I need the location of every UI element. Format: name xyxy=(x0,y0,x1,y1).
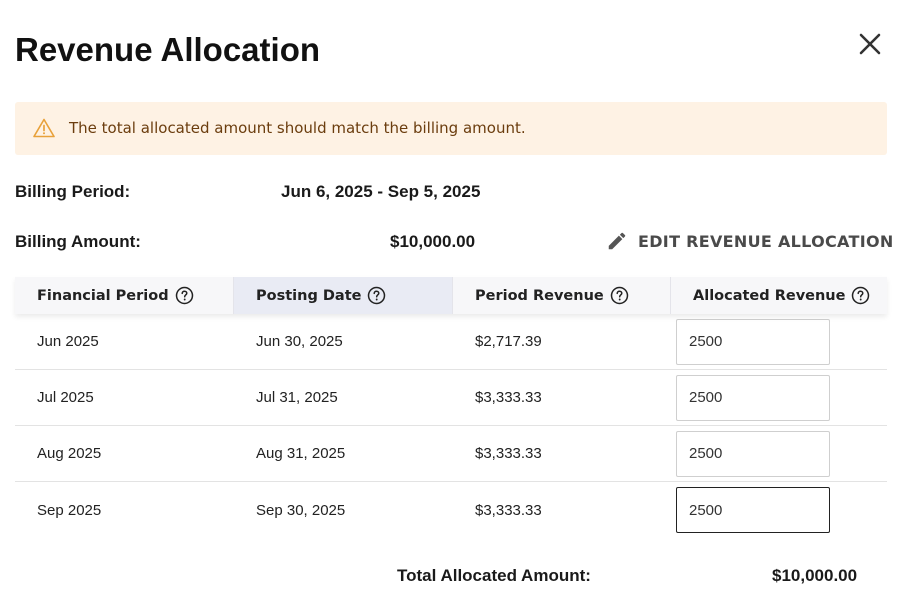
table-row: Aug 2025 Aug 31, 2025 $3,333.33 xyxy=(15,426,887,482)
column-header-financial-period[interactable]: Financial Period xyxy=(15,277,234,314)
column-header-label: Financial Period xyxy=(37,287,169,304)
help-icon[interactable] xyxy=(851,286,870,305)
posting-date-cell: Jul 31, 2025 xyxy=(256,389,338,406)
edit-revenue-allocation-button[interactable]: EDIT REVENUE ALLOCATION xyxy=(606,228,894,254)
posting-date-cell: Jun 30, 2025 xyxy=(256,333,343,350)
column-header-allocated-revenue[interactable]: Allocated Revenue xyxy=(671,277,887,314)
billing-amount-label: Billing Amount: xyxy=(15,232,141,251)
billing-period-value: Jun 6, 2025 - Sep 5, 2025 xyxy=(281,182,481,201)
warning-icon xyxy=(33,118,55,138)
column-header-label: Period Revenue xyxy=(475,287,604,304)
edit-button-label: EDIT REVENUE ALLOCATION xyxy=(638,231,894,251)
billing-amount-value: $10,000.00 xyxy=(390,232,476,251)
close-button[interactable] xyxy=(856,30,884,58)
table-row: Jun 2025 Jun 30, 2025 $2,717.39 xyxy=(15,314,887,370)
period-revenue-cell: $3,333.33 xyxy=(475,389,542,406)
allocated-revenue-input[interactable] xyxy=(676,318,830,365)
allocated-revenue-cell xyxy=(671,374,887,421)
allocated-revenue-input[interactable] xyxy=(676,374,830,421)
pencil-icon xyxy=(608,232,626,250)
allocated-revenue-cell xyxy=(671,318,887,365)
allocated-revenue-input[interactable] xyxy=(676,487,830,533)
help-icon[interactable] xyxy=(367,286,386,305)
posting-date-cell: Aug 31, 2025 xyxy=(256,445,346,462)
warning-alert: The total allocated amount should match … xyxy=(15,102,887,155)
column-header-label: Allocated Revenue xyxy=(693,287,846,304)
table-row: Sep 2025 Sep 30, 2025 $3,333.33 xyxy=(15,482,887,538)
column-header-label: Posting Date xyxy=(256,287,362,304)
posting-date-cell: Sep 30, 2025 xyxy=(256,501,346,519)
allocated-revenue-input[interactable] xyxy=(676,430,830,477)
column-header-period-revenue[interactable]: Period Revenue xyxy=(453,277,671,314)
dialog-title: Revenue Allocation xyxy=(15,31,321,68)
table-row: Jul 2025 Jul 31, 2025 $3,333.33 xyxy=(15,370,887,426)
allocated-revenue-cell xyxy=(671,487,887,533)
close-icon xyxy=(859,33,881,55)
period-revenue-cell: $3,333.33 xyxy=(475,445,542,462)
financial-period-cell: Aug 2025 xyxy=(37,445,102,462)
period-revenue-cell: $3,333.33 xyxy=(475,501,542,519)
alert-message: The total allocated amount should match … xyxy=(69,119,526,137)
billing-period-label: Billing Period: xyxy=(15,182,131,201)
column-header-posting-date[interactable]: Posting Date xyxy=(234,277,453,314)
financial-period-cell: Jul 2025 xyxy=(37,389,94,406)
total-allocated-value: $10,000.00 xyxy=(772,566,858,585)
total-allocated-label: Total Allocated Amount: xyxy=(397,566,591,585)
help-icon[interactable] xyxy=(175,286,194,305)
allocated-revenue-cell xyxy=(671,430,887,477)
financial-period-cell: Sep 2025 xyxy=(37,501,102,519)
table-body: Jun 2025 Jun 30, 2025 $2,717.39 Jul 2025… xyxy=(15,314,887,538)
table-header: Financial Period Posting Date Period Rev… xyxy=(15,277,887,314)
help-icon[interactable] xyxy=(610,286,629,305)
period-revenue-cell: $2,717.39 xyxy=(475,333,542,350)
allocation-table: Financial Period Posting Date Period Rev… xyxy=(15,277,887,538)
financial-period-cell: Jun 2025 xyxy=(37,333,99,350)
